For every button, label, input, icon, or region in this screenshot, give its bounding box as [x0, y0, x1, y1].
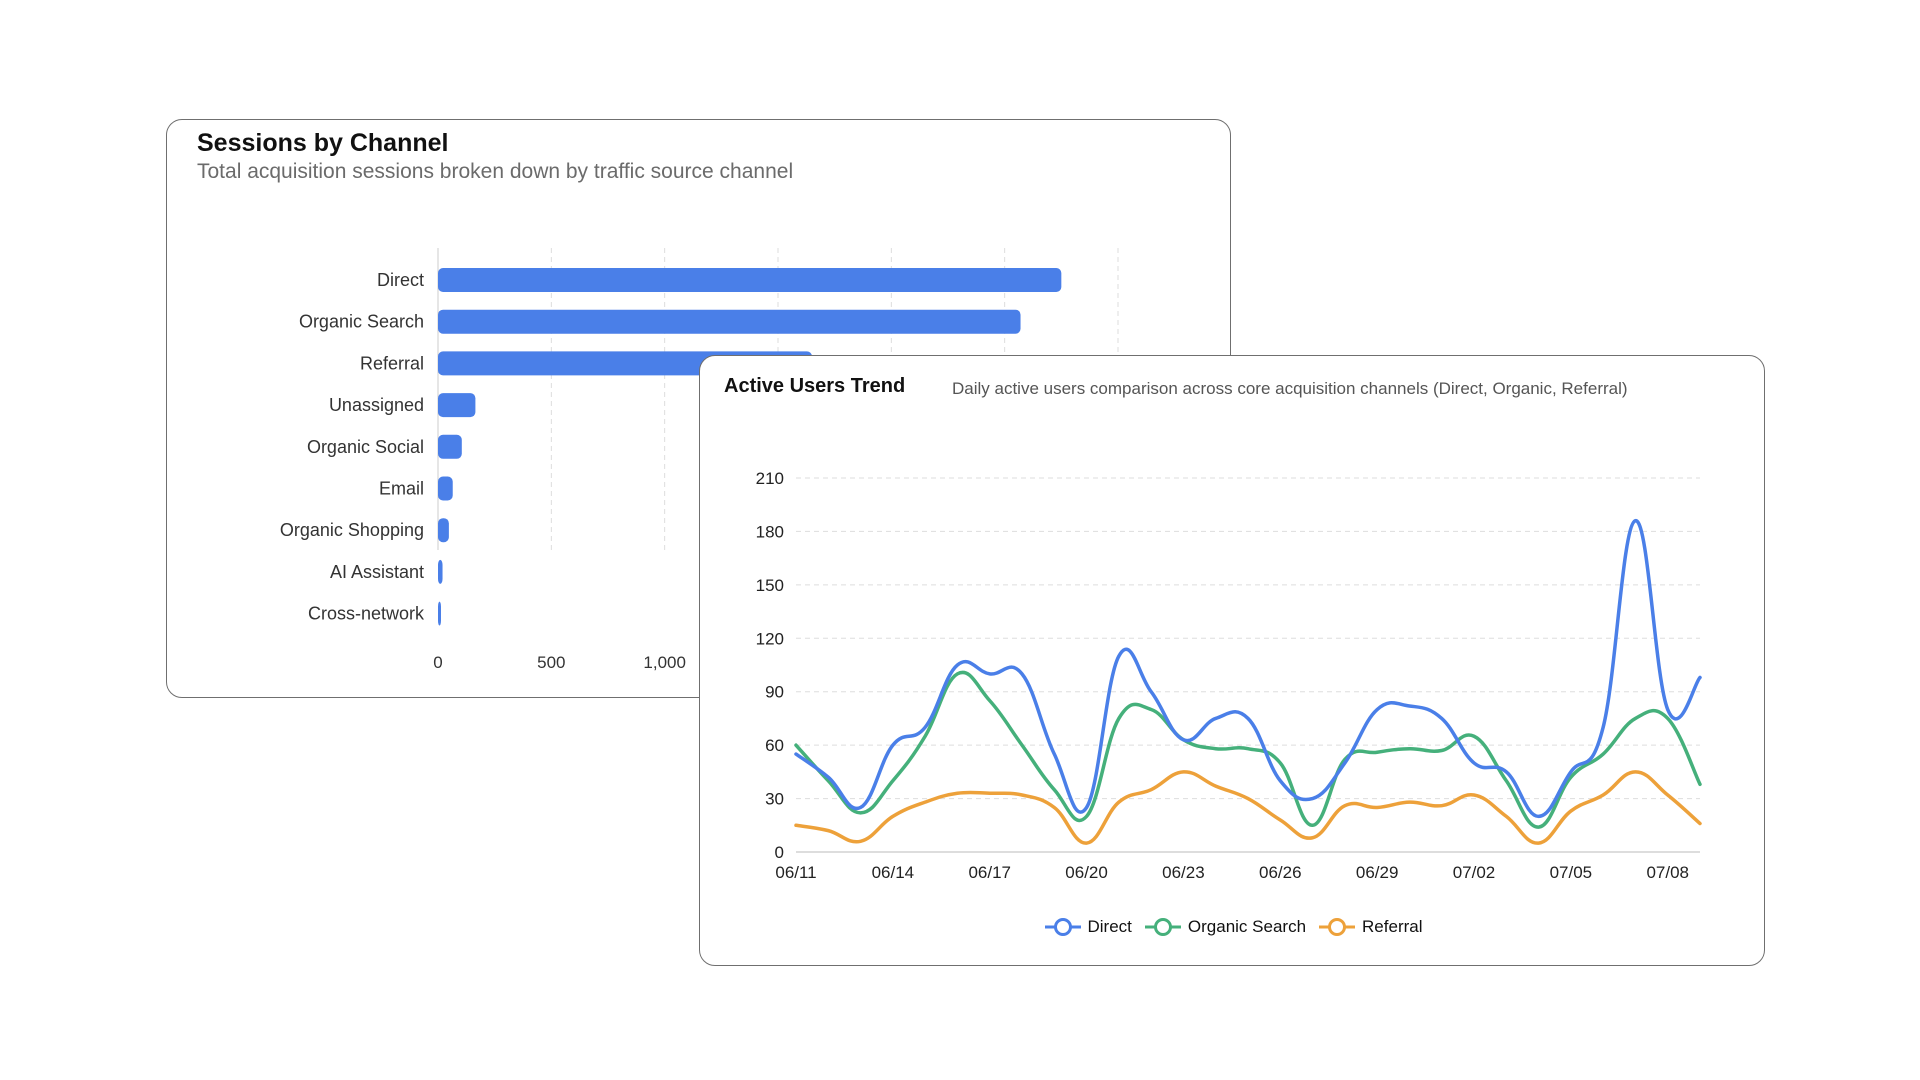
bar-category-label: Email	[379, 479, 424, 499]
bar-direct[interactable]	[438, 268, 1062, 292]
bar-cross-network[interactable]	[438, 601, 441, 626]
line-x-tick-label: 07/02	[1453, 863, 1496, 882]
line-x-tick-label: 06/26	[1259, 863, 1302, 882]
line-y-tick-label: 150	[756, 576, 784, 595]
line-x-tick-label: 07/05	[1550, 863, 1593, 882]
bar-unassigned[interactable]	[438, 393, 476, 418]
line-x-tick-label: 07/08	[1646, 863, 1689, 882]
line-y-tick-label: 30	[765, 790, 784, 809]
line-y-tick-label: 120	[756, 629, 784, 648]
bar-category-label: Unassigned	[329, 395, 424, 415]
line-x-tick-label: 06/11	[775, 863, 816, 882]
active-users-card: Active Users Trend Daily active users co…	[699, 355, 1765, 966]
bar-category-label: AI Assistant	[330, 562, 424, 582]
line-y-tick-label: 180	[756, 522, 784, 541]
bar-email[interactable]	[438, 476, 453, 501]
bar-category-label: Direct	[377, 270, 424, 290]
legend-item-organic-search[interactable]: Organic Search	[1144, 917, 1306, 937]
bar-x-tick-label: 1,000	[643, 653, 686, 672]
line-chart-legend: Direct Organic Search Referral	[700, 917, 1764, 937]
bar-category-label: Referral	[360, 353, 424, 373]
bar-organic-shopping[interactable]	[438, 518, 449, 543]
line-series-direct[interactable]	[794, 518, 1702, 819]
bar-organic-search[interactable]	[438, 309, 1021, 334]
line-y-tick-label: 0	[775, 843, 784, 862]
line-x-tick-label: 06/17	[968, 863, 1011, 882]
legend-label: Referral	[1362, 917, 1423, 936]
line-y-tick-label: 90	[765, 683, 784, 702]
bar-category-label: Organic Shopping	[280, 520, 424, 540]
line-series-organic-search[interactable]	[794, 670, 1702, 829]
bar-organic-social[interactable]	[438, 434, 462, 459]
legend-item-direct[interactable]: Direct	[1044, 917, 1132, 937]
active-users-line-chart: 0 30 60 90 120 150 180 210 06/11 06/14 06/17 06/20 0…	[756, 469, 1702, 882]
bar-category-label: Cross-network	[308, 604, 425, 624]
line-x-tick-label: 06/23	[1162, 863, 1205, 882]
bar-ai-assistant[interactable]	[438, 559, 443, 584]
legend-marker-icon	[1044, 918, 1081, 936]
active-users-chart-title: Active Users Trend	[724, 375, 906, 397]
bar-x-tick-label: 500	[537, 653, 565, 672]
line-x-tick-label: 06/20	[1065, 863, 1108, 882]
legend-marker-icon	[1144, 918, 1181, 936]
line-series-referral[interactable]	[794, 770, 1702, 845]
sessions-chart-title: Sessions by Channel	[197, 129, 449, 157]
line-x-tick-label: 06/14	[872, 863, 915, 882]
line-x-tick-label: 06/29	[1356, 863, 1399, 882]
legend-label: Organic Search	[1187, 917, 1307, 936]
legend-label: Direct	[1087, 917, 1132, 936]
legend-marker-icon	[1319, 918, 1356, 936]
bar-category-label: Organic Search	[299, 312, 424, 332]
legend-item-referral[interactable]: Referral	[1318, 917, 1423, 937]
bar-category-label: Organic Social	[307, 437, 424, 457]
line-y-tick-label: 60	[765, 736, 784, 755]
bar-x-tick-label: 0	[433, 653, 442, 672]
line-y-tick-label: 210	[756, 469, 784, 488]
active-users-chart-subtitle: Daily active users comparison across cor…	[952, 379, 1628, 398]
sessions-chart-subtitle: Total acquisition sessions broken down b…	[197, 160, 794, 183]
